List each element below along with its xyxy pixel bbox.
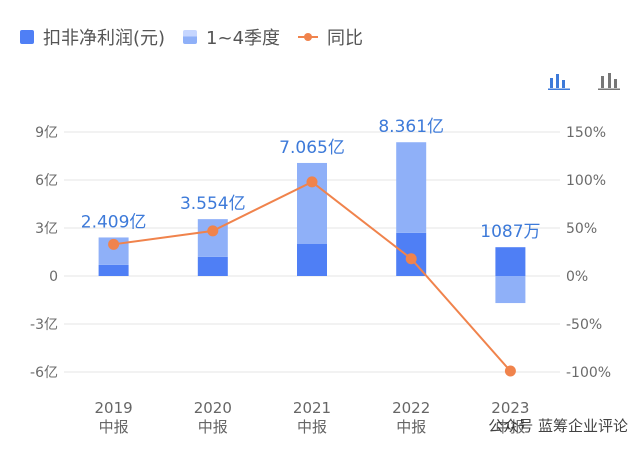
x-tick-label-year: 2020 — [194, 399, 232, 417]
bar-data-label: 3.554亿 — [180, 194, 246, 214]
bar-segment-q2 — [495, 276, 526, 304]
watermark-text: 公众号 蓝筹企业评论 — [488, 417, 628, 435]
bar-segment-q2 — [396, 142, 427, 233]
bar-data-label: 1087万 — [480, 222, 540, 242]
x-tick-label-year: 2022 — [392, 399, 430, 417]
x-tick-label-period: 中报 — [297, 418, 327, 436]
legend: 扣非净利润(元) 1~4季度 同比 — [20, 24, 363, 50]
yoy-point — [405, 253, 417, 265]
bar-data-label: 8.361亿 — [378, 117, 444, 137]
yoy-point — [108, 238, 120, 250]
x-tick-label-year: 2023 — [491, 399, 529, 417]
x-tick-label-period: 中报 — [198, 418, 228, 436]
legend-item-yoy[interactable]: 同比 — [298, 24, 363, 50]
bar-segment-q1 — [197, 256, 228, 276]
y-right-tick-label: -50% — [566, 317, 602, 333]
legend-swatch-stacked-icon — [183, 30, 198, 44]
bar-segment-q2 — [297, 162, 327, 244]
x-tick-label-period: 中报 — [396, 418, 426, 436]
y-left-tick-label: 6亿 — [35, 173, 58, 189]
y-right-tick-label: 150% — [566, 125, 606, 141]
y-left-tick-label: 9亿 — [35, 125, 58, 141]
x-tick-label-year: 2019 — [95, 399, 133, 417]
yoy-point — [306, 176, 318, 188]
yoy-point — [207, 225, 219, 237]
y-left-tick-label: -3亿 — [30, 317, 58, 333]
yoy-point — [504, 365, 516, 377]
bar-chart-icon[interactable] — [548, 72, 570, 90]
bar-data-label: 2.409亿 — [81, 212, 147, 232]
legend-label-net-profit: 扣非净利润(元) — [43, 28, 166, 49]
y-right-tick-label: 100% — [566, 173, 606, 189]
x-tick-label-period: 中报 — [495, 418, 525, 436]
bar-segment-q1 — [98, 264, 129, 276]
legend-item-quarters[interactable]: 1~4季度 — [183, 24, 280, 50]
legend-swatch-line-icon — [298, 30, 319, 44]
chart-toolbar — [548, 72, 620, 90]
y-right-tick-label: -100% — [566, 365, 611, 381]
y-left-tick-label: 0 — [49, 269, 58, 285]
legend-label-yoy: 同比 — [327, 28, 364, 49]
y-right-tick-label: 0% — [566, 269, 588, 285]
y-left-tick-label: 3亿 — [35, 221, 58, 237]
legend-item-net-profit[interactable]: 扣非净利润(元) — [20, 24, 165, 50]
legend-label-quarters: 1~4季度 — [206, 28, 281, 49]
y-left-tick-label: -6亿 — [30, 365, 58, 381]
y-right-tick-label: 50% — [566, 221, 597, 237]
legend-swatch-solid-icon — [20, 30, 34, 44]
x-tick-label-period: 中报 — [99, 418, 129, 436]
bar-segment-q1 — [297, 244, 327, 276]
bar-segment-q1 — [495, 247, 526, 276]
bar-chart-alt-icon[interactable] — [598, 72, 620, 90]
x-tick-label-year: 2021 — [293, 399, 331, 417]
bar-data-label: 7.065亿 — [279, 138, 345, 158]
